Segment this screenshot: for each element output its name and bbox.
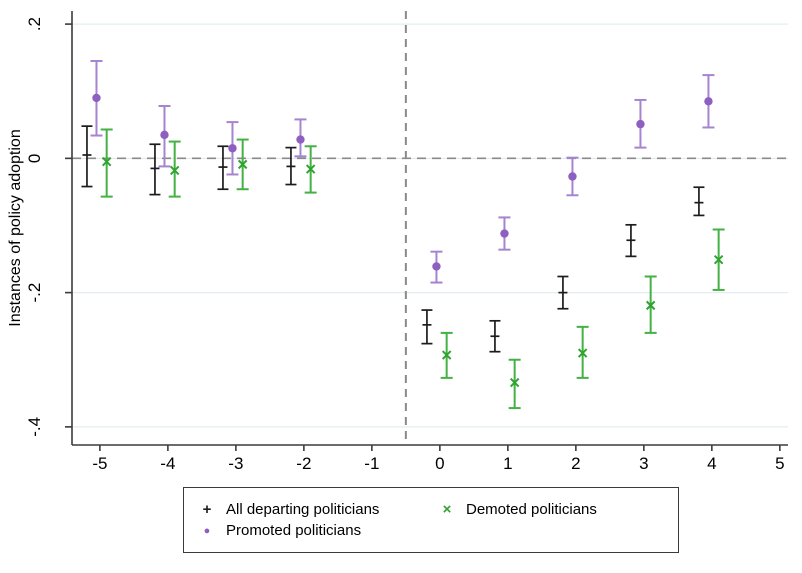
legend-label: Demoted politicians <box>466 501 597 518</box>
y-axis-title: Instances of policy adoption <box>7 129 24 327</box>
plus-marker-icon: + <box>202 501 212 518</box>
legend-item: ● Promoted politicians <box>200 522 440 539</box>
x-tick-label: -5 <box>92 454 107 473</box>
x-tick-label: -1 <box>364 454 379 473</box>
circle-marker-icon <box>500 229 509 238</box>
x-tick-label: 5 <box>775 454 784 473</box>
legend-item: × Demoted politicians <box>440 501 678 518</box>
x-marker-icon <box>237 159 248 170</box>
x-marker-icon <box>169 165 180 176</box>
y-tick-label: -.4 <box>25 417 44 437</box>
y-tick-label: 0 <box>25 154 44 163</box>
x-tick-label: -2 <box>296 454 311 473</box>
legend-label: All departing politicians <box>226 501 380 518</box>
circle-marker-icon: ● <box>203 524 211 537</box>
x-tick-label: 2 <box>571 454 580 473</box>
x-tick-label: 4 <box>707 454 716 473</box>
circle-marker-icon <box>228 144 237 153</box>
x-tick-label: 1 <box>503 454 512 473</box>
x-tick-label: -3 <box>228 454 243 473</box>
legend-label: Promoted politicians <box>226 522 362 539</box>
circle-marker-icon <box>92 93 101 103</box>
legend: + All departing politicians × Demoted polit… <box>183 487 679 553</box>
x-marker-icon <box>577 348 588 358</box>
x-marker-icon <box>441 350 452 360</box>
x-tick-label: 0 <box>435 454 444 473</box>
circle-marker-icon <box>160 130 169 140</box>
x-marker-icon <box>305 164 316 174</box>
circle-marker-icon <box>296 135 305 144</box>
x-tick-label: 3 <box>639 454 648 473</box>
x-marker-icon <box>101 157 112 167</box>
x-marker-icon <box>509 377 520 388</box>
x-marker-icon <box>645 300 656 311</box>
circle-marker-icon <box>432 262 441 271</box>
x-tick-label: -4 <box>160 454 175 473</box>
y-tick-label: -.2 <box>25 283 44 303</box>
y-tick-label: .2 <box>25 17 44 31</box>
x-marker-icon <box>713 255 724 265</box>
legend-item: + All departing politicians <box>200 501 440 518</box>
circle-marker-icon <box>568 172 577 181</box>
circle-marker-icon <box>636 119 645 129</box>
circle-marker-icon <box>704 97 713 106</box>
x-marker-icon: × <box>442 501 452 518</box>
